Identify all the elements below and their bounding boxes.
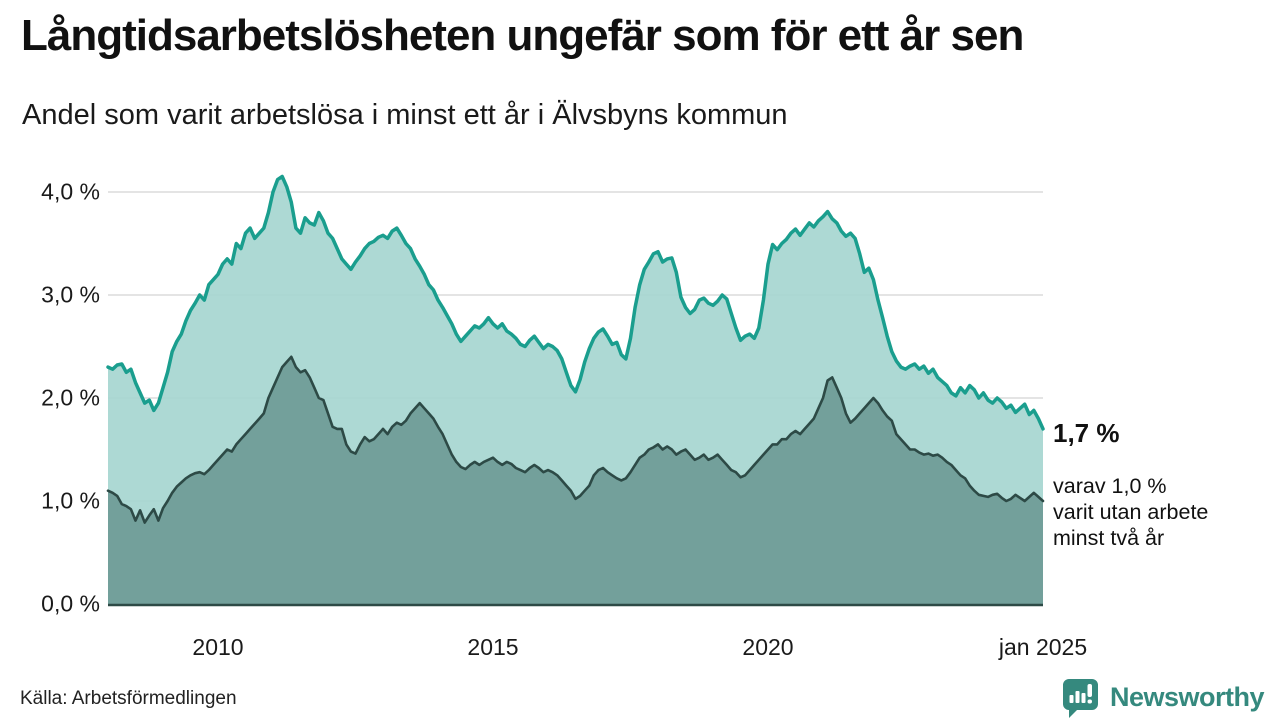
- y-tick-label: 3,0 %: [41, 281, 100, 308]
- end-value-detail: varav 1,0 % varit utan arbete minst två år: [1053, 473, 1273, 551]
- end-value-detail-line: varit utan arbete: [1053, 500, 1209, 524]
- x-tick-label: jan 2025: [998, 634, 1088, 660]
- x-tick-label: 2010: [192, 634, 244, 660]
- end-value-detail-line: minst två år: [1053, 526, 1165, 550]
- x-tick-label: 2015: [467, 634, 519, 660]
- y-tick-label: 0,0 %: [41, 590, 100, 617]
- newsworthy-logo: Newsworthy: [1060, 676, 1265, 718]
- line-series-1: [106, 355, 1045, 524]
- newsworthy-pin-icon: [1062, 679, 1098, 718]
- y-tick-label: 2,0 %: [41, 384, 100, 411]
- end-value-label: 1,7 %: [1053, 418, 1120, 448]
- source-credit: Källa: Arbetsförmedlingen: [20, 688, 237, 709]
- newsworthy-wordmark: Newsworthy: [1109, 681, 1265, 712]
- y-tick-label: 1,0 %: [41, 487, 100, 514]
- end-annotation: 1,7 % varav 1,0 % varit utan arbete minst …: [1053, 418, 1273, 551]
- x-tick-label: 2020: [742, 634, 794, 660]
- line-series-0: [106, 174, 1045, 431]
- end-value-detail-line: varav 1,0 %: [1053, 474, 1167, 498]
- area-fill-series-1: [108, 356, 1043, 604]
- page-title: Långtidsarbetslösheten ungefär som för e…: [21, 11, 1024, 60]
- chart-subtitle: Andel som varit arbetslösa i minst ett å…: [22, 99, 788, 131]
- y-tick-label: 4,0 %: [41, 178, 100, 205]
